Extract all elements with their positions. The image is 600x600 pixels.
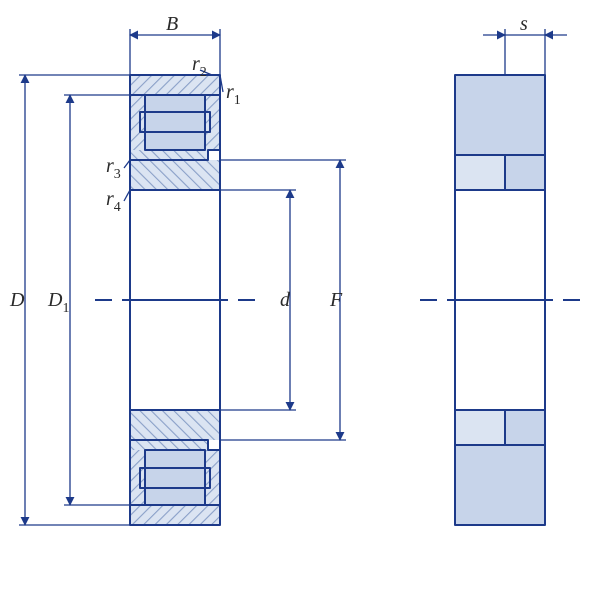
dim-label-B: B: [166, 13, 178, 35]
dim-label-F: F: [329, 289, 343, 311]
dim-label-D: D: [9, 289, 25, 311]
dim-label-s: s: [520, 13, 528, 35]
dim-label-d: d: [280, 289, 291, 311]
